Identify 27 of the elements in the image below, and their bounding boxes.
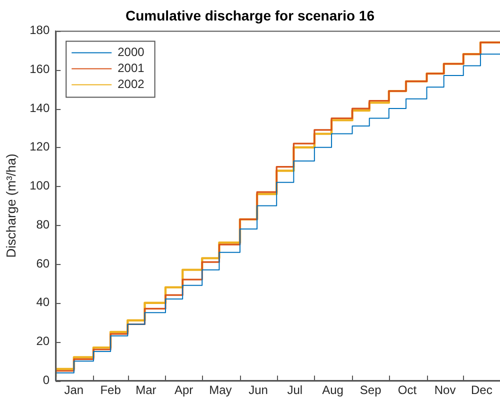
x-tick-label: Apr: [174, 383, 194, 398]
x-tick-label: Sep: [360, 383, 382, 398]
y-tick-label: 80: [36, 217, 50, 232]
y-tick-label: 120: [30, 140, 50, 154]
y-tick-label: 100: [30, 178, 50, 193]
legend-label: 2000: [118, 45, 145, 60]
x-tick-label: Mar: [136, 383, 156, 398]
y-tick-label: 20: [36, 334, 50, 348]
x-tick-label: Jul: [287, 383, 303, 398]
y-tick-label: 160: [30, 62, 50, 76]
x-tick-label: Jun: [248, 383, 268, 398]
x-tick-label: Oct: [398, 383, 418, 398]
x-tick-label: Nov: [434, 383, 456, 398]
y-axis-title: Discharge (m³/ha): [3, 154, 18, 258]
x-tick-label: May: [209, 383, 232, 398]
y-tick-label: 180: [30, 23, 50, 38]
y-tick-label: 60: [36, 256, 50, 270]
y-tick-label: 0: [42, 372, 50, 387]
x-tick-label: Dec: [471, 383, 492, 398]
y-tick-label: 140: [30, 100, 50, 115]
x-tick-label: Aug: [322, 383, 344, 398]
x-tick-label: Jan: [64, 383, 84, 398]
legend-label: 2001: [118, 61, 145, 76]
legend-label: 2002: [118, 77, 145, 92]
x-tick-label: Feb: [100, 383, 122, 398]
y-tick-label: 40: [36, 295, 50, 310]
chart-title: Cumulative discharge for scenario 16: [126, 7, 375, 24]
